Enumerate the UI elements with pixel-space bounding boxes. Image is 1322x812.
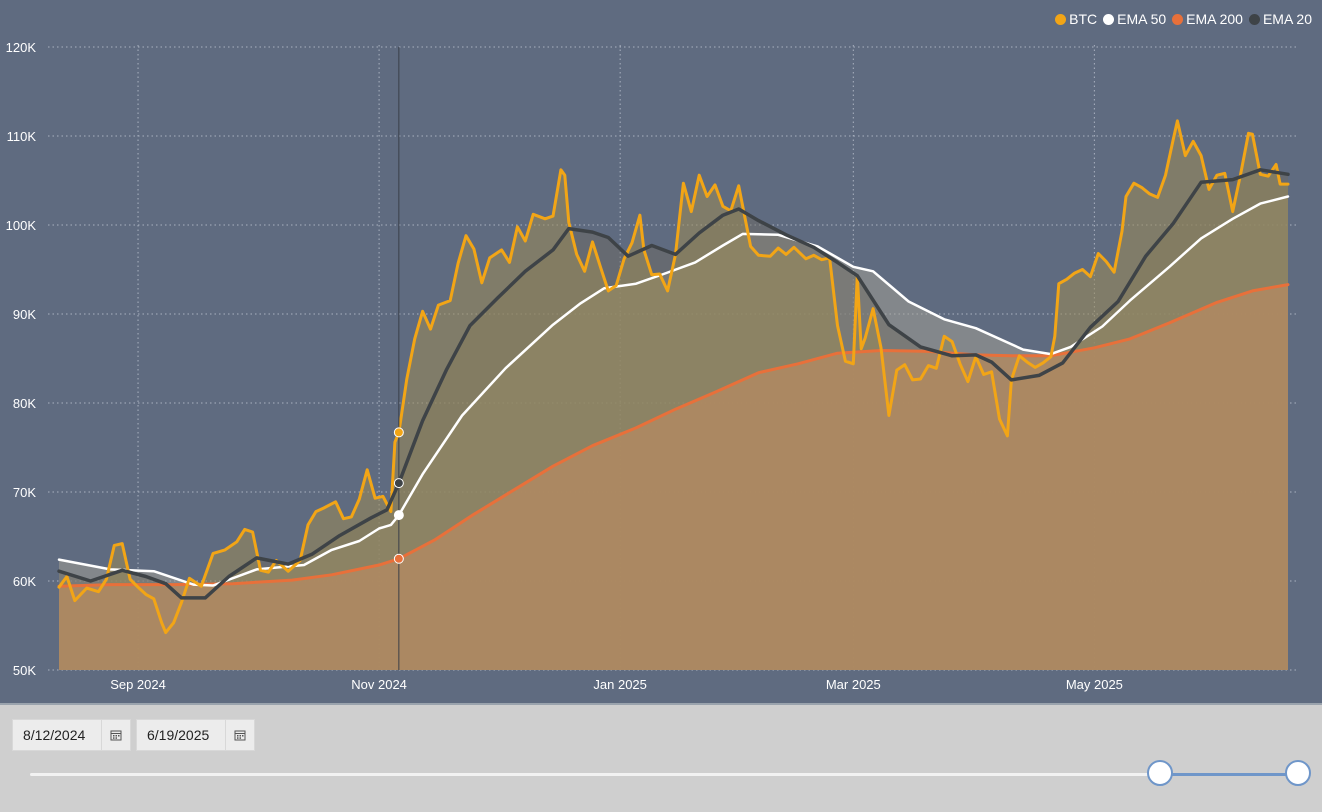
line-ema20[interactable] bbox=[57, 168, 1290, 600]
legend-label-ema20: EMA 20 bbox=[1262, 11, 1312, 27]
legend-item-ema200[interactable]: EMA 200 bbox=[1172, 11, 1243, 27]
x-tick-label: May 2025 bbox=[1066, 677, 1123, 692]
hover-marker-btc bbox=[393, 427, 404, 438]
range-slider-selected-fill bbox=[1160, 773, 1298, 776]
x-tick-label: Mar 2025 bbox=[826, 677, 881, 692]
start-date-value: 8/12/2024 bbox=[23, 727, 86, 743]
x-tick-label: Sep 2024 bbox=[110, 677, 166, 692]
end-date-field[interactable]: 6/19/2025 bbox=[136, 719, 255, 751]
series-areas bbox=[59, 120, 1288, 671]
btc-ema-chart[interactable]: 50K 60K 70K 80K 90K 100K 110K 120K Sep 2024 Nov 2… bbox=[0, 0, 1322, 703]
y-tick-label: 60K bbox=[13, 574, 36, 589]
y-tick-label: 100K bbox=[6, 218, 37, 233]
y-tick-label: 80K bbox=[13, 396, 36, 411]
legend-item-ema50[interactable]: EMA 50 bbox=[1103, 11, 1166, 27]
chart-panel: 50K 60K 70K 80K 90K 100K 110K 120K Sep 2024 Nov 2… bbox=[0, 0, 1322, 703]
calendar-glyph bbox=[234, 730, 246, 741]
legend-marker-ema20 bbox=[1248, 13, 1260, 25]
legend-item-btc[interactable]: BTC bbox=[1055, 11, 1097, 27]
y-tick-label: 50K bbox=[13, 663, 36, 678]
x-tick-label: Jan 2025 bbox=[593, 677, 647, 692]
hover-tooltip-markers bbox=[393, 47, 404, 670]
y-tick-label: 110K bbox=[7, 129, 37, 144]
end-date-value: 6/19/2025 bbox=[147, 727, 210, 743]
legend-marker-ema200 bbox=[1172, 13, 1184, 25]
range-slider-end-handle[interactable] bbox=[1285, 760, 1311, 786]
range-slider-start-handle[interactable] bbox=[1147, 760, 1173, 786]
legend-label-btc: BTC bbox=[1069, 11, 1098, 27]
line-ema50[interactable] bbox=[57, 195, 1290, 587]
legend-item-ema20[interactable]: EMA 20 bbox=[1248, 11, 1312, 27]
legend-marker-ema50 bbox=[1103, 13, 1115, 25]
y-tick-label: 120K bbox=[6, 40, 37, 55]
calendar-icon[interactable] bbox=[225, 720, 254, 750]
hover-marker-ema200 bbox=[393, 553, 404, 564]
range-slider-track[interactable] bbox=[30, 773, 1298, 776]
legend-label-ema50: EMA 50 bbox=[1117, 11, 1167, 27]
series-lines bbox=[57, 119, 1290, 635]
legend-marker-btc bbox=[1055, 13, 1067, 25]
y-tick-label: 90K bbox=[13, 307, 36, 322]
y-tick-label: 70K bbox=[13, 485, 36, 500]
area-ema200 bbox=[59, 284, 1288, 670]
date-range-slicer: 8/12/2024 6/19/2025 bbox=[0, 703, 1322, 812]
calendar-glyph bbox=[110, 730, 122, 741]
line-ema200[interactable] bbox=[57, 283, 1290, 588]
chart-legend: BTC EMA 50 EMA 200 EMA 20 bbox=[1055, 11, 1312, 27]
line-btc[interactable] bbox=[57, 119, 1290, 635]
start-date-field[interactable]: 8/12/2024 bbox=[12, 719, 131, 751]
x-tick-label: Nov 2024 bbox=[351, 677, 407, 692]
calendar-icon[interactable] bbox=[101, 720, 130, 750]
hover-marker-ema50 bbox=[393, 510, 404, 521]
legend-label-ema200: EMA 200 bbox=[1186, 11, 1243, 27]
hover-marker-ema20 bbox=[393, 478, 404, 489]
axis-labels: 50K 60K 70K 80K 90K 100K 110K 120K Sep 2024 Nov 2… bbox=[6, 40, 1123, 692]
